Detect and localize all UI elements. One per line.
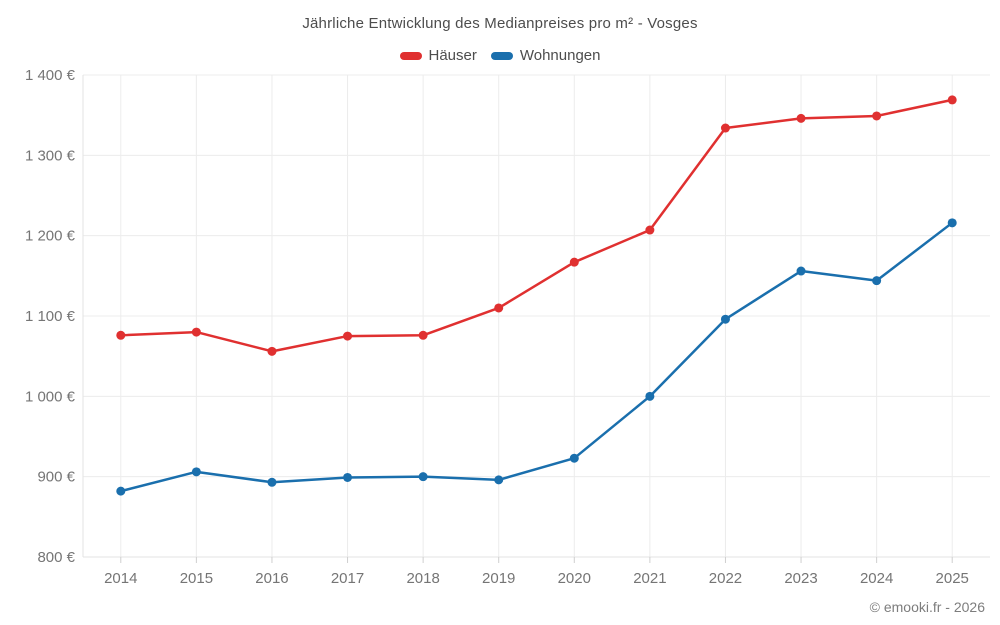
data-point-hauser-2014[interactable]: [116, 330, 126, 340]
x-tick-label: 2018: [406, 570, 439, 587]
legend-swatch-wohnungen: [490, 51, 513, 60]
data-point-hauser-2025[interactable]: [947, 95, 957, 105]
y-tick-label: 1 200 €: [25, 228, 76, 245]
data-point-wohnungen-2015[interactable]: [191, 467, 201, 477]
data-point-hauser-2015[interactable]: [191, 327, 201, 337]
data-point-hauser-2021[interactable]: [645, 225, 655, 235]
legend-label-wohnungen: Wohnungen: [519, 47, 601, 64]
data-point-wohnungen-2025[interactable]: [947, 218, 957, 228]
x-tick-label: 2023: [784, 570, 817, 587]
data-point-wohnungen-2017[interactable]: [343, 472, 353, 482]
data-point-wohnungen-2019[interactable]: [494, 475, 504, 485]
x-tick-label: 2015: [180, 570, 213, 587]
data-point-wohnungen-2016[interactable]: [267, 477, 277, 487]
x-tick-label: 2016: [255, 570, 288, 587]
data-point-wohnungen-2014[interactable]: [116, 486, 126, 496]
copyright-footer: © emooki.fr - 2026: [869, 599, 985, 615]
data-point-wohnungen-2023[interactable]: [796, 266, 806, 276]
x-tick-label: 2014: [104, 570, 137, 587]
x-tick-label: 2019: [482, 570, 515, 587]
data-point-hauser-2016[interactable]: [267, 346, 277, 356]
y-tick-label: 1 000 €: [25, 388, 76, 405]
series-line-wohnungen: [119, 221, 954, 493]
data-point-hauser-2024[interactable]: [872, 111, 882, 121]
legend-swatch-hauser: [399, 51, 422, 60]
x-tick-label: 2022: [709, 570, 742, 587]
data-point-wohnungen-2022[interactable]: [720, 314, 730, 324]
y-tick-label: 1 400 €: [25, 67, 76, 84]
legend-item-hauser[interactable]: Häuser: [399, 47, 477, 64]
y-tick-label: 1 300 €: [25, 147, 76, 164]
data-point-wohnungen-2024[interactable]: [872, 276, 882, 286]
chart-legend: Häuser Wohnungen: [0, 47, 1000, 64]
data-point-hauser-2022[interactable]: [720, 123, 730, 133]
legend-item-wohnungen[interactable]: Wohnungen: [490, 47, 601, 64]
data-point-hauser-2018[interactable]: [418, 330, 428, 340]
legend-label-hauser: Häuser: [428, 47, 477, 64]
data-point-hauser-2023[interactable]: [796, 113, 806, 123]
x-tick-label: 2025: [936, 570, 969, 587]
series-line-hauser: [119, 98, 954, 353]
data-point-wohnungen-2018[interactable]: [418, 472, 428, 482]
x-tick-label: 2017: [331, 570, 364, 587]
data-point-wohnungen-2021[interactable]: [645, 391, 655, 401]
x-tick-label: 2024: [860, 570, 893, 587]
y-tick-label: 800 €: [37, 549, 75, 566]
x-tick-label: 2021: [633, 570, 666, 587]
y-tick-label: 1 100 €: [25, 308, 76, 325]
data-point-hauser-2019[interactable]: [494, 303, 504, 313]
y-tick-label: 900 €: [37, 469, 75, 486]
data-point-hauser-2020[interactable]: [569, 257, 579, 267]
data-point-hauser-2017[interactable]: [343, 331, 353, 341]
data-point-wohnungen-2020[interactable]: [569, 453, 579, 463]
chart-title: Jährliche Entwicklung des Medianpreises …: [302, 15, 698, 32]
x-tick-label: 2020: [558, 570, 591, 587]
